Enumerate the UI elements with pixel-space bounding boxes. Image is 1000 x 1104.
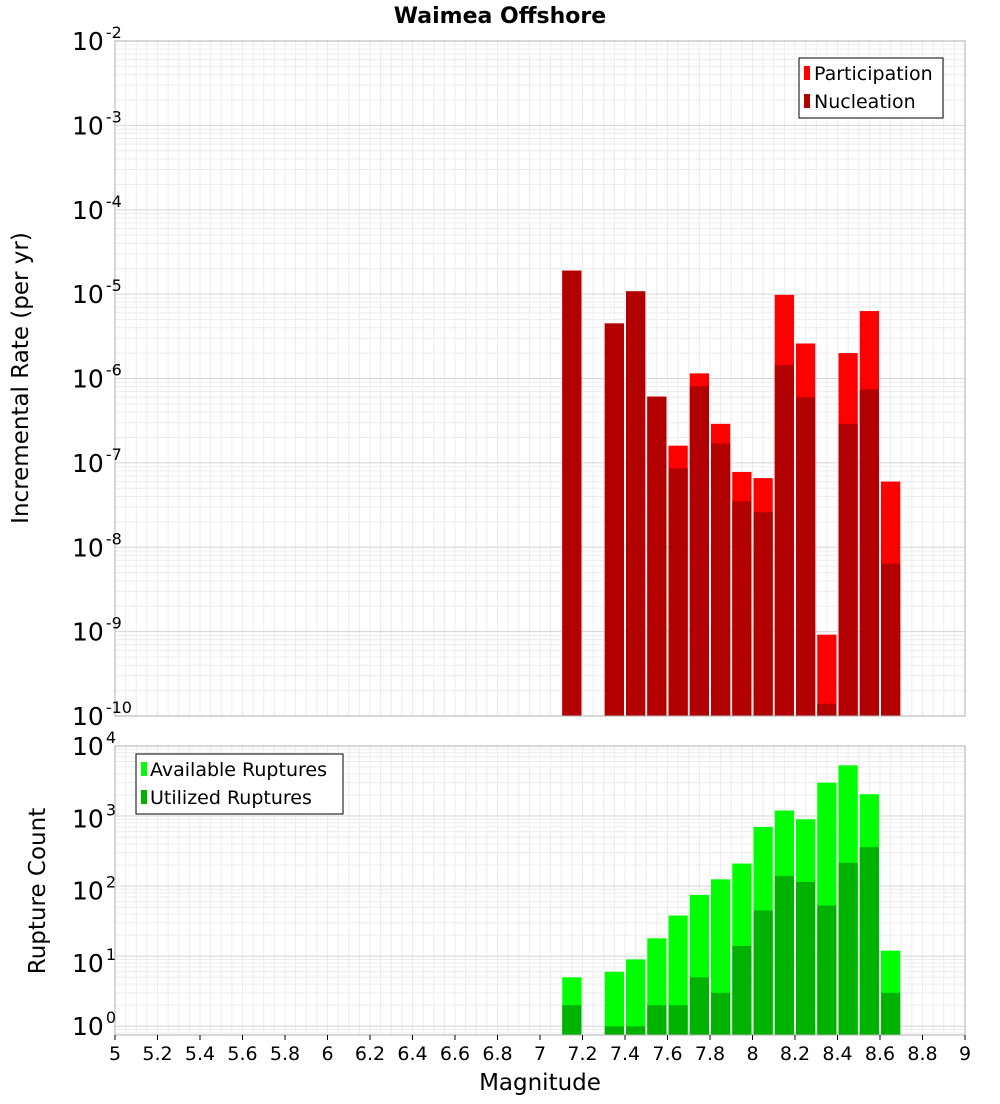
x-tick-label: 6.8 — [482, 1043, 512, 1065]
bar-available-ruptures — [604, 971, 624, 1035]
x-tick-label: 5.2 — [142, 1043, 172, 1065]
bar-nucleation — [689, 386, 709, 716]
bar-utilized-ruptures — [689, 977, 709, 1035]
bar-nucleation — [732, 501, 752, 716]
legend-swatch-participation — [804, 66, 810, 80]
bottom-y-axis-label: Rupture Count — [25, 808, 51, 974]
bar-nucleation — [881, 563, 901, 716]
top-plot-gridlines — [114, 40, 966, 717]
bar-utilized-ruptures — [753, 910, 773, 1035]
legend-swatch-utilized-ruptures — [141, 790, 147, 804]
bar-available-ruptures — [668, 915, 688, 1035]
bar-utilized-ruptures — [838, 862, 858, 1035]
x-tick-label: 5 — [109, 1043, 121, 1065]
bar-nucleation — [668, 468, 688, 716]
x-tick-label: 8.8 — [907, 1043, 937, 1065]
bar-utilized-ruptures — [774, 875, 794, 1035]
bar-available-ruptures — [626, 959, 646, 1035]
bar-utilized-ruptures — [732, 945, 752, 1035]
x-tick-label: 7 — [534, 1043, 546, 1065]
bar-utilized-ruptures — [711, 992, 731, 1035]
top-legend: Participation Nucleation — [798, 57, 944, 119]
bar-utilized-ruptures — [604, 1026, 624, 1035]
bottom-legend: Available Ruptures Utilized Ruptures — [135, 753, 344, 815]
bar-participation — [817, 634, 837, 716]
legend-label-available-ruptures: Available Ruptures — [150, 759, 327, 781]
bar-utilized-ruptures — [668, 1005, 688, 1035]
x-tick-label: 6 — [321, 1043, 333, 1065]
bottom-legend-box — [135, 753, 344, 815]
bar-utilized-ruptures — [796, 881, 816, 1035]
x-axis-ticks: 5 5.2 5.4 5.6 5.8 6 6.2 6.4 6.6 6.8 7 7.2 7.4 7.6 7.8 8… — [109, 1035, 971, 1065]
x-tick-label: 5.6 — [227, 1043, 257, 1065]
x-tick-label: 6.6 — [440, 1043, 470, 1065]
bar-utilized-ruptures — [881, 992, 901, 1035]
x-tick-label: 7.6 — [652, 1043, 682, 1065]
x-tick-label: 8 — [746, 1043, 758, 1065]
bar-nucleation — [859, 389, 879, 716]
bar-nucleation — [838, 423, 858, 716]
x-tick-label: 7.4 — [610, 1043, 640, 1065]
x-tick-label: 8.4 — [822, 1043, 852, 1065]
bar-nucleation — [562, 270, 582, 716]
legend-swatch-nucleation — [804, 94, 810, 108]
top-plot-frame — [114, 40, 966, 717]
bar-utilized-ruptures — [647, 1005, 667, 1035]
bar-nucleation — [647, 396, 667, 716]
top-legend-box — [798, 57, 944, 119]
bar-utilized-ruptures — [562, 1005, 582, 1035]
bar-nucleation — [711, 443, 731, 716]
bar-nucleation — [626, 291, 646, 716]
top-plot-bars — [562, 270, 901, 716]
bar-nucleation — [604, 323, 624, 716]
bar-nucleation — [774, 364, 794, 716]
chart-title: Waimea Offshore — [394, 4, 606, 29]
x-tick-label: 6.2 — [355, 1043, 385, 1065]
x-tick-label: 6.4 — [397, 1043, 427, 1065]
legend-label-participation: Participation — [814, 63, 933, 85]
bar-utilized-ruptures — [626, 1026, 646, 1035]
bar-nucleation — [753, 512, 773, 716]
x-tick-label: 5.4 — [185, 1043, 215, 1065]
bar-utilized-ruptures — [817, 905, 837, 1035]
bar-utilized-ruptures — [859, 847, 879, 1035]
legend-label-utilized-ruptures: Utilized Ruptures — [150, 787, 312, 809]
x-tick-label: 7.2 — [567, 1043, 597, 1065]
bottom-plot-bars — [562, 765, 901, 1035]
top-y-axis-label: Incremental Rate (per yr) — [8, 232, 34, 524]
bar-nucleation — [817, 703, 837, 716]
x-tick-label: 8.6 — [865, 1043, 895, 1065]
x-tick-label: 8.2 — [780, 1043, 810, 1065]
x-axis-label: Magnitude — [479, 1070, 601, 1096]
x-tick-label: 7.8 — [695, 1043, 725, 1065]
x-tick-label: 9 — [959, 1043, 971, 1065]
legend-label-nucleation: Nucleation — [814, 91, 916, 113]
legend-swatch-available-ruptures — [141, 762, 147, 776]
x-tick-label: 5.8 — [270, 1043, 300, 1065]
bar-nucleation — [796, 397, 816, 716]
